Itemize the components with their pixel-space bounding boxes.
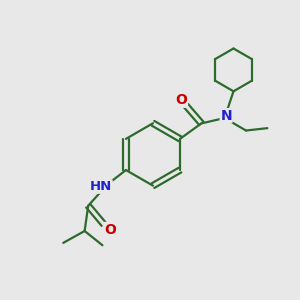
Text: N: N	[220, 109, 232, 123]
Text: O: O	[176, 93, 188, 107]
Text: HN: HN	[90, 180, 112, 193]
Text: O: O	[104, 223, 116, 236]
